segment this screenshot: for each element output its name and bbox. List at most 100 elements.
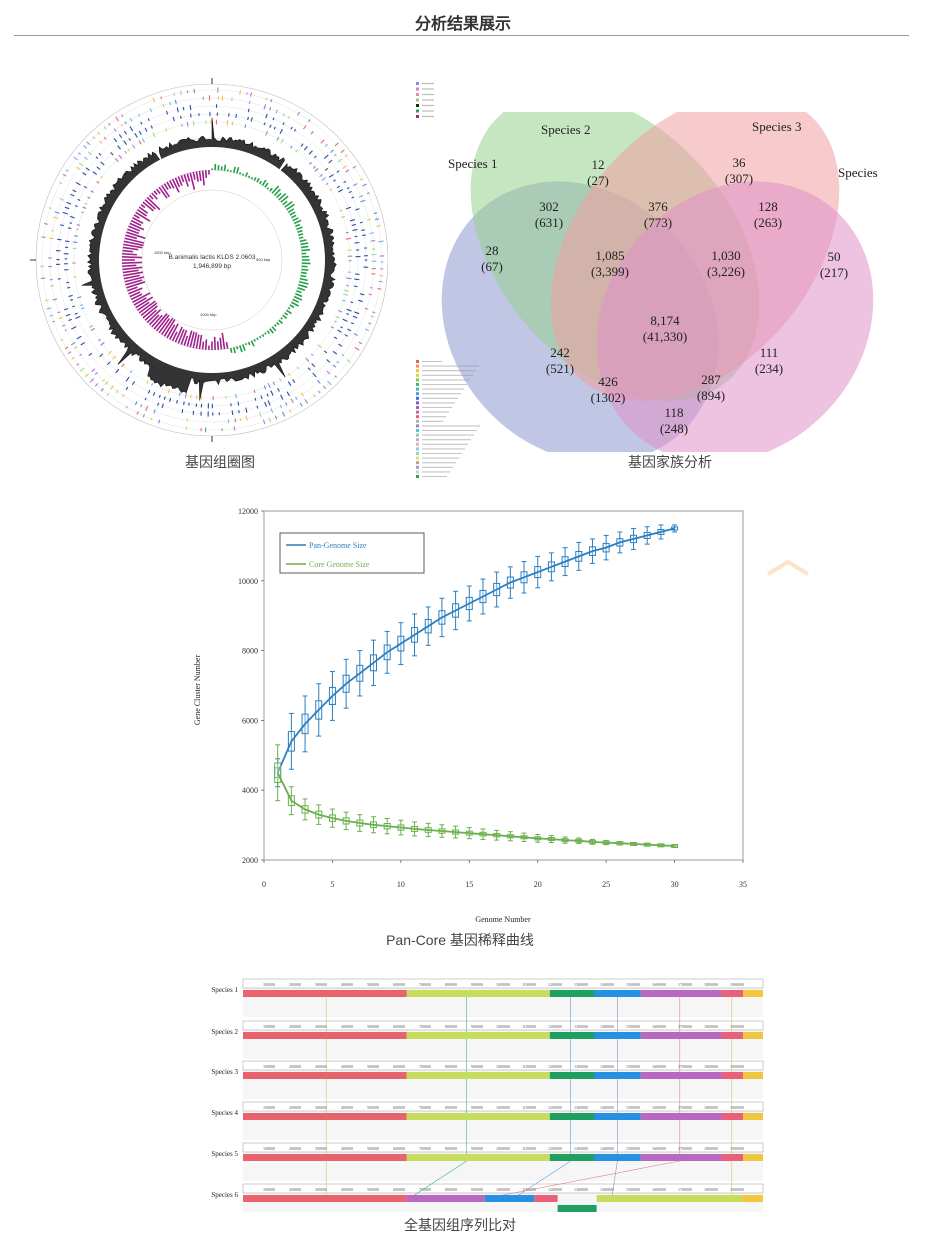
- gene-mark: [49, 314, 54, 317]
- alignment-species-label: Species 5: [211, 1150, 238, 1158]
- gene-mark: [82, 144, 88, 149]
- ruler-tick-label: 1200000: [548, 982, 562, 987]
- gc-skew-bar: [299, 277, 308, 282]
- alignment-block: [743, 1113, 763, 1120]
- gc-skew-bar: [128, 287, 143, 295]
- gene-mark: [238, 409, 240, 414]
- gc-skew-bar: [122, 264, 137, 268]
- gc-skew-bar: [136, 209, 148, 217]
- alignment-block: [243, 1113, 407, 1120]
- gene-mark: [366, 192, 370, 195]
- gene-mark: [65, 313, 71, 317]
- alignment-block: [549, 1072, 594, 1079]
- gene-mark: [125, 376, 130, 382]
- ruler-tick-label: 800000: [445, 1024, 457, 1029]
- gc-skew-bar: [177, 329, 185, 344]
- gene-mark: [141, 137, 146, 143]
- core-genome-box: [274, 762, 282, 784]
- gc-skew-bar: [269, 328, 274, 334]
- ruler-tick-label: 700000: [419, 1064, 431, 1069]
- gene-mark: [290, 398, 294, 404]
- gc-skew-bar: [148, 194, 154, 200]
- gc-skew-bar: [146, 196, 161, 211]
- gene-mark: [359, 293, 365, 296]
- gene-mark: [345, 231, 349, 234]
- alignment-ruler: [242, 1142, 764, 1153]
- gene-mark: [319, 173, 323, 178]
- gc-skew-bar: [123, 274, 140, 280]
- gene-mark: [279, 128, 283, 135]
- gc-skew-bar: [169, 180, 175, 189]
- gene-mark: [150, 417, 153, 421]
- gene-mark: [300, 143, 304, 147]
- venn-region-families: (894): [697, 388, 725, 403]
- gene-mark: [69, 222, 73, 224]
- gene-mark: [108, 122, 111, 126]
- legend-swatch: [416, 364, 419, 368]
- gc-skew-bar: [278, 192, 287, 201]
- ruler-tick-label: 900000: [471, 1146, 483, 1151]
- legend-swatch: [416, 424, 419, 428]
- gc-skew-bar: [132, 217, 144, 225]
- gene-mark: [265, 97, 268, 101]
- ruler-tick-label: 200000: [289, 1187, 301, 1192]
- venn-region-count: 302: [539, 199, 559, 214]
- gene-mark: [308, 150, 313, 155]
- gene-mark: [100, 161, 105, 166]
- gc-skew-bar: [122, 261, 143, 264]
- gene-mark: [176, 399, 178, 404]
- ruler-tick-label: 700000: [419, 1105, 431, 1110]
- gene-mark: [79, 367, 85, 372]
- gene-mark: [278, 377, 282, 382]
- legend-core-genome: Core Genome Size: [309, 560, 370, 569]
- gene-mark: [151, 382, 154, 386]
- alignment-block: [534, 1195, 558, 1202]
- gc-skew-bar: [259, 180, 262, 185]
- gc-skew-bar: [276, 321, 280, 326]
- gene-mark: [336, 185, 341, 189]
- gene-mark: [310, 353, 314, 357]
- gene-mark: [304, 398, 309, 404]
- gc-skew-bar: [244, 343, 248, 346]
- gc-skew-bar: [295, 223, 301, 228]
- gene-mark: [66, 201, 72, 205]
- gene-mark: [70, 193, 75, 197]
- gc-skew-bar: [126, 231, 146, 240]
- gene-mark: [264, 401, 268, 407]
- gene-mark: [259, 412, 262, 418]
- alignment-block: [640, 1032, 722, 1039]
- gene-mark: [144, 127, 148, 132]
- legend-swatch: [416, 87, 419, 91]
- gc-skew-bar: [259, 335, 262, 339]
- gene-mark: [285, 402, 288, 406]
- gene-mark: [52, 216, 59, 219]
- gc-skew-bar: [144, 199, 156, 210]
- gene-mark: [76, 296, 82, 299]
- venn-region-families: (248): [660, 421, 688, 436]
- gc-skew-bar: [127, 286, 138, 292]
- ruler-tick-label: 600000: [393, 1187, 405, 1192]
- ruler-tick-label: 200000: [289, 1105, 301, 1110]
- gc-skew-bar: [291, 301, 299, 307]
- alignment-block: [596, 1195, 743, 1202]
- gc-skew-bar: [291, 214, 297, 219]
- alignment-block: [594, 1032, 641, 1039]
- gene-mark: [71, 326, 77, 330]
- gene-mark: [337, 329, 342, 333]
- gc-skew-bar: [264, 332, 267, 335]
- gc-skew-bar: [204, 170, 208, 178]
- gene-mark: [138, 140, 142, 145]
- gene-mark: [332, 350, 338, 355]
- venn-region-count: 1,085: [595, 248, 624, 263]
- gene-mark: [263, 385, 267, 390]
- gc-skew-bar: [247, 341, 251, 346]
- gene-mark: [263, 104, 267, 110]
- ruler-tick-label: 100000: [263, 1187, 275, 1192]
- genome-center-name: B.animalis lactis KLDS 2.0603: [168, 254, 255, 261]
- gc-skew-bar: [282, 200, 288, 206]
- gene-mark: [92, 136, 96, 140]
- ruler-tick-label: 1700000: [678, 1024, 692, 1029]
- genome-label-bottom: 1000 kbp: [200, 312, 217, 317]
- ruler-tick-label: 1500000: [626, 1187, 640, 1192]
- gc-skew-bar: [297, 287, 306, 291]
